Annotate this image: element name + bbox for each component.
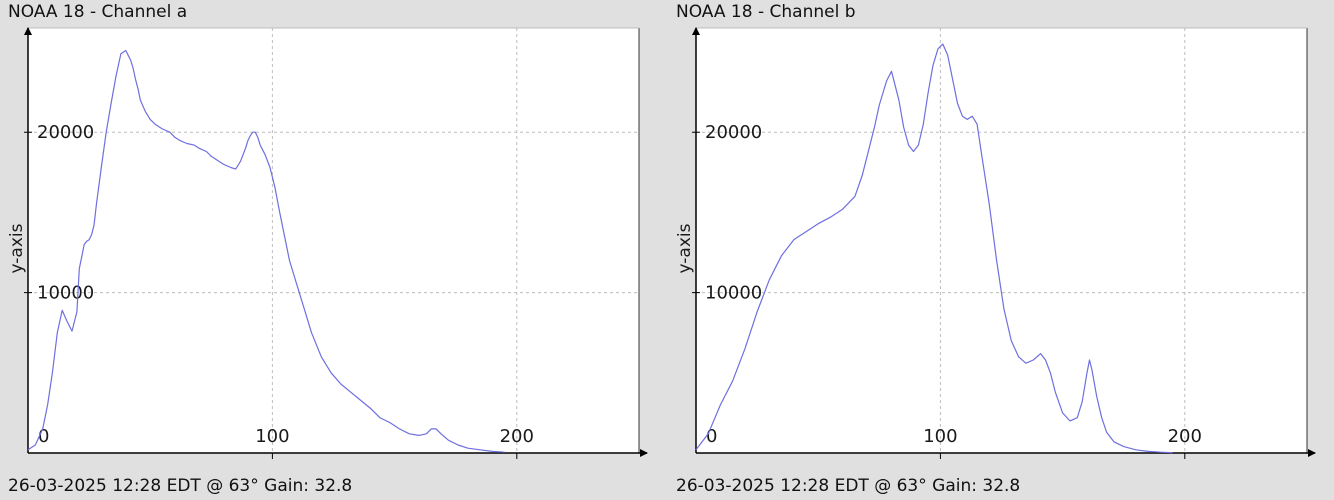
y-tick-label: 20000: [705, 122, 762, 143]
chart-footer: 26-03-2025 12:28 EDT @ 63° Gain: 32.8: [8, 476, 353, 496]
chart-panel-a: NOAA 18 - Channel a 0 100 200 10000 20000 y-a…: [7, 0, 658, 500]
x-axis-arrow: [1308, 449, 1316, 457]
chart-plot: 0 100 200 10000 20000 y-axis: [7, 27, 648, 459]
y-tick-label: 10000: [37, 283, 94, 304]
chart-plot: 0 100 200 10000 20000 y-axis: [675, 27, 1316, 459]
series-line: [695, 43, 1173, 454]
plot-area: [28, 28, 639, 453]
chart-title: NOAA 18 - Channel a: [8, 2, 188, 22]
plot-area: [696, 28, 1307, 453]
x-tick-label: 100: [923, 426, 957, 447]
y-tick-label: 10000: [705, 283, 762, 304]
y-axis-label: y-axis: [675, 223, 695, 273]
x-tick-label: 200: [500, 426, 534, 447]
y-axis-label: y-axis: [7, 223, 27, 273]
y-axis-arrow: [692, 27, 700, 35]
x-tick-label: 0: [38, 426, 49, 447]
x-tick-label: 0: [706, 426, 717, 447]
chart-footer: 26-03-2025 12:28 EDT @ 63° Gain: 32.8: [676, 476, 1021, 496]
series-line: [27, 49, 505, 453]
y-axis-arrow: [24, 27, 32, 35]
y-tick-label: 20000: [37, 122, 94, 143]
chart-panel-b: NOAA 18 - Channel b 0 100 200 10000 20000 y-a…: [675, 0, 1326, 500]
x-axis-arrow: [640, 449, 648, 457]
x-tick-label: 200: [1168, 426, 1202, 447]
chart-title: NOAA 18 - Channel b: [676, 2, 856, 22]
x-tick-label: 100: [255, 426, 289, 447]
